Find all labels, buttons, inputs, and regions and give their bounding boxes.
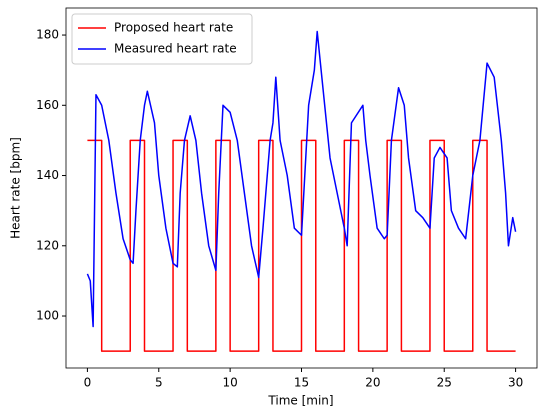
x-tick-label: 25 (437, 376, 452, 390)
x-tick-label: 5 (155, 376, 163, 390)
x-tick-label: 15 (294, 376, 309, 390)
x-tick-label: 0 (84, 376, 92, 390)
x-axis-label: Time [min] (267, 394, 333, 408)
y-tick-label: 100 (36, 309, 59, 323)
legend-label: Proposed heart rate (114, 21, 233, 35)
x-tick-label: 20 (365, 376, 380, 390)
x-tick-label: 30 (508, 376, 523, 390)
data-line (86, 30, 517, 328)
y-tick-label: 120 (36, 238, 59, 252)
y-tick-label: 140 (36, 168, 59, 182)
legend-box (71, 13, 253, 65)
y-tick-label: 160 (36, 98, 59, 112)
data-line (87, 139, 516, 352)
x-tick-label: 10 (222, 376, 237, 390)
plot-frame (65, 7, 538, 369)
legend-label: Measured heart rate (114, 42, 237, 56)
y-tick-label: 180 (36, 28, 59, 42)
y-axis-label: Heart rate [bpm] (9, 137, 23, 239)
